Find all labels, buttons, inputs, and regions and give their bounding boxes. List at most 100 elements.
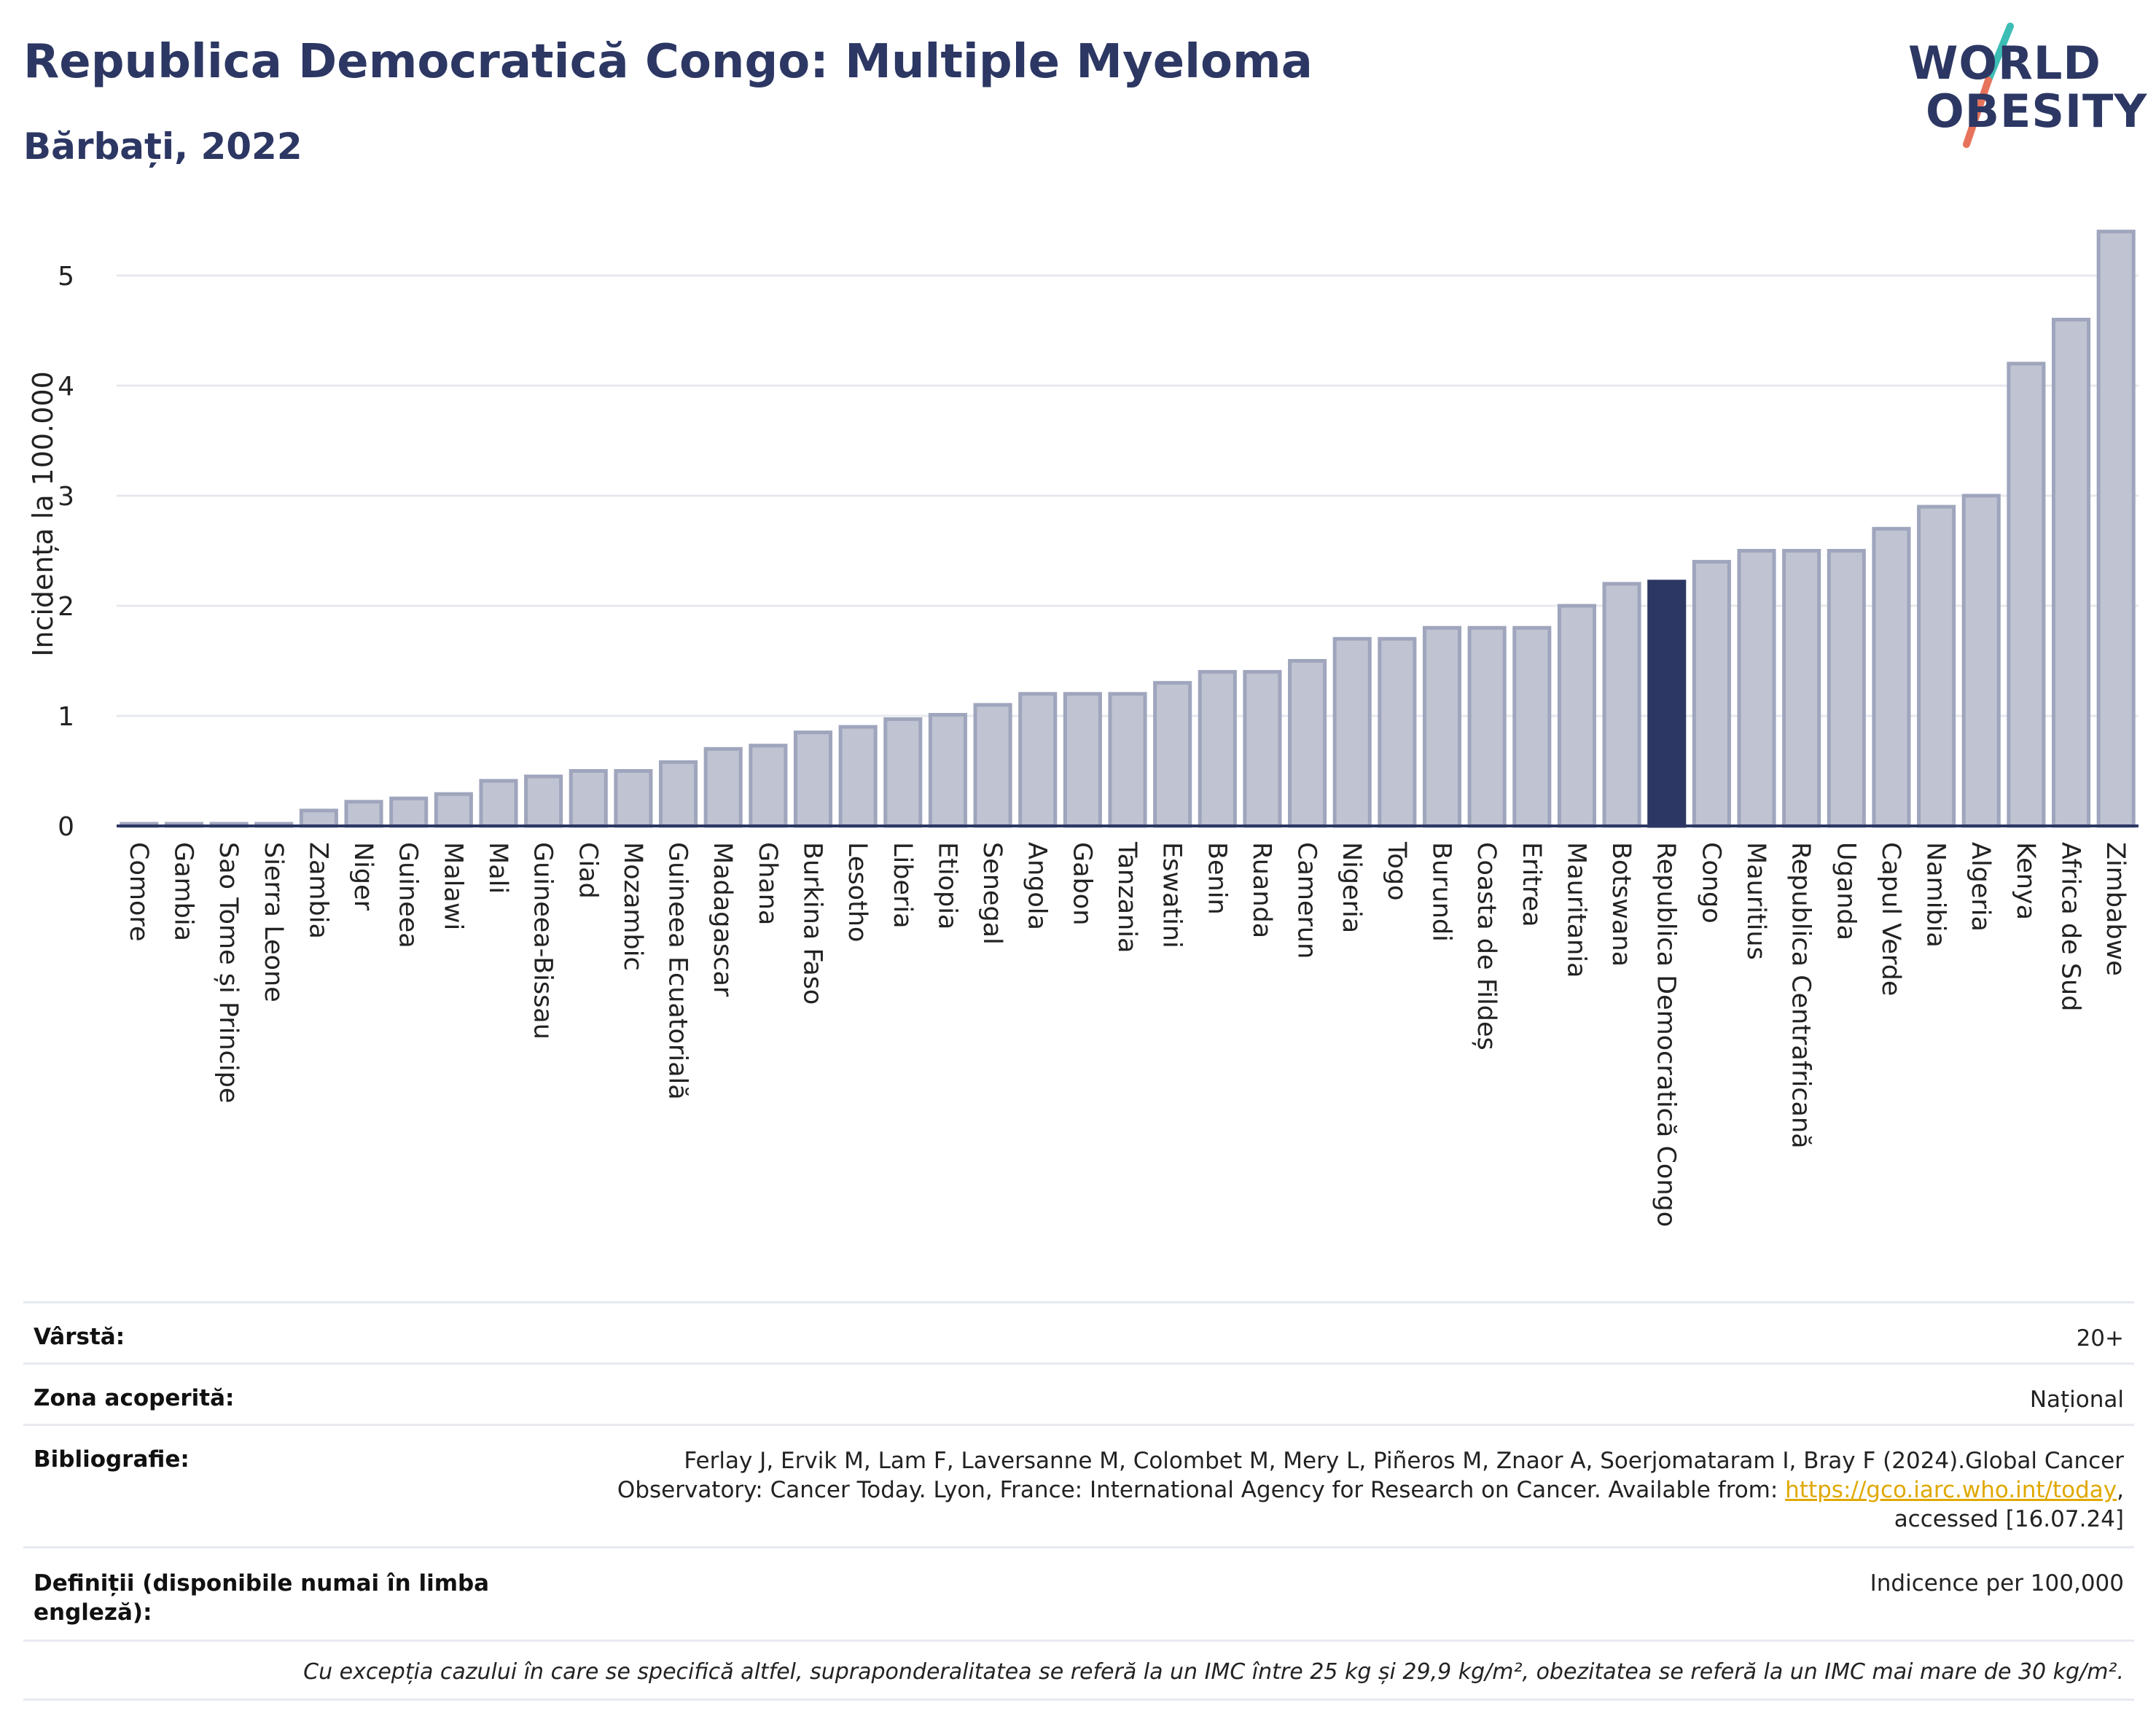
bibliography-line-2: Observatory: Cancer Today. Lyon, France:… <box>617 1477 1786 1503</box>
bar <box>2096 230 2136 828</box>
bar <box>1018 692 1058 828</box>
bar <box>1063 692 1102 828</box>
definitions-label: Definiții (disponibile numai în limba en… <box>34 1570 490 1626</box>
x-tick-label: Guineea-Bissau <box>528 842 558 1040</box>
bar <box>434 792 473 828</box>
bar <box>299 808 338 828</box>
y-tick-label: 4 <box>58 372 74 402</box>
bar <box>1602 582 1641 828</box>
definitions-value: Indicence per 100,000 <box>1870 1570 2124 1596</box>
bibliography-line-3: accessed [16.07.24] <box>1894 1506 2124 1532</box>
x-tick-labels: Comore Gambia Sao Tome și Principe Sierra L… <box>124 841 2130 1227</box>
bar <box>344 800 383 828</box>
y-tick-labels: 0 1 2 3 4 5 <box>58 262 74 842</box>
bibliography-value: Ferlay J, Ervik M, Lam F, Laversanne M, … <box>617 1446 2124 1534</box>
x-tick-label: Burkina Faso <box>797 842 827 1005</box>
bars <box>120 230 2136 828</box>
bar <box>479 779 518 828</box>
area-label: Zona acoperită: <box>34 1385 235 1411</box>
x-tick-label: Niger <box>348 842 378 911</box>
x-tick-label: Senegal <box>977 842 1007 945</box>
bar-chart: 0 1 2 3 4 5 Comore Gambia Sao Tome și Principe S… <box>27 230 2139 1227</box>
bar <box>524 774 563 828</box>
x-tick-label: Congo <box>1696 842 1725 924</box>
x-tick-label: Sierra Leone <box>259 842 288 1002</box>
bar <box>1108 692 1147 828</box>
bar <box>614 769 653 828</box>
bar <box>1153 681 1192 828</box>
x-tick-label: Eswatini <box>1157 842 1187 948</box>
x-tick-label: Mauritius <box>1741 842 1770 960</box>
x-tick-label: Gambia <box>168 842 198 941</box>
x-tick-label: Nigeria <box>1337 842 1366 933</box>
x-tick-label: Kenya <box>2011 842 2040 920</box>
y-tick-label: 1 <box>58 702 74 732</box>
x-tick-label: Africa de Sud <box>2056 842 2085 1011</box>
bar <box>1917 504 1956 828</box>
bibliography-line-1: Ferlay J, Ervik M, Lam F, Laversanne M, … <box>684 1448 2124 1474</box>
bar <box>928 712 967 828</box>
bar <box>2051 317 2091 828</box>
x-tick-label: Gabon <box>1067 842 1096 925</box>
x-tick-label: Mozambic <box>618 842 647 971</box>
bar <box>1288 659 1327 828</box>
x-tick-label: Mali <box>483 842 512 894</box>
x-tick-label: Burundi <box>1427 842 1456 942</box>
bar <box>1198 670 1237 828</box>
y-tick-label: 0 <box>58 812 74 842</box>
x-tick-label: Comore <box>124 842 153 942</box>
bibliography-link[interactable]: https://gco.iarc.who.int/today <box>1785 1477 2117 1503</box>
y-axis-label: Incidența la 100.000 <box>27 371 59 657</box>
bar <box>1243 670 1282 828</box>
bar <box>973 703 1012 828</box>
x-tick-label: Uganda <box>1831 842 1860 940</box>
x-tick-label: Sao Tome și Principe <box>214 842 243 1103</box>
x-tick-label: Liberia <box>888 842 917 929</box>
x-tick-label: Angola <box>1023 842 1052 930</box>
x-tick-label: Republica Democratică Congo <box>1652 842 1681 1227</box>
world-obesity-logo: WORLD OBESITY <box>1895 22 2147 153</box>
bar <box>1737 549 1776 828</box>
logo-text-obesity: OBESITY <box>1926 85 2148 138</box>
footnote: Cu excepția cazului în care se specifică… <box>23 1640 2134 1701</box>
page-subtitle: Bărbați, 2022 <box>23 125 302 168</box>
x-tick-label: Malawi <box>438 842 467 930</box>
y-tick-label: 5 <box>58 262 74 292</box>
x-tick-label: Benin <box>1202 842 1231 915</box>
bibliography-label: Bibliografie: <box>34 1446 190 1473</box>
bar <box>1467 625 1507 828</box>
x-tick-label: Coasta de Fildeș <box>1472 842 1501 1050</box>
info-row-area: Zona acoperită: Național <box>23 1362 2134 1424</box>
bar <box>1512 625 1552 828</box>
bar <box>703 746 743 828</box>
age-value: 20+ <box>2076 1325 2124 1352</box>
page-title: Republica Democratică Congo: Multiple My… <box>23 35 1313 89</box>
logo-slash-icon <box>1963 23 2014 148</box>
bar <box>389 796 429 828</box>
x-tick-label: Guineea <box>394 842 423 948</box>
x-tick-label: Lesotho <box>843 842 872 942</box>
x-tick-label: Togo <box>1382 841 1411 900</box>
x-tick-label: Ciad <box>573 842 602 899</box>
bar <box>793 730 833 828</box>
x-tick-label: Republica Centrafricană <box>1786 842 1816 1149</box>
bar <box>838 725 878 828</box>
bar <box>1422 625 1462 828</box>
bar <box>1872 526 1911 828</box>
age-label: Vârstă: <box>34 1324 125 1350</box>
info-table: Vârstă: 20+ Zona acoperită: Național Bib… <box>23 1301 2134 1701</box>
bar <box>883 717 923 828</box>
bar <box>1557 604 1596 828</box>
bar <box>1782 549 1821 828</box>
x-tick-label: Ruanda <box>1247 842 1276 938</box>
y-tick-label: 3 <box>58 482 74 512</box>
x-tick-label: Capul Verde <box>1876 842 1905 996</box>
info-row-age: Vârstă: 20+ <box>23 1301 2134 1362</box>
x-tick-label: Etiopia <box>932 842 961 929</box>
x-tick-label: Algeria <box>1966 842 1995 932</box>
x-tick-label: Zambia <box>303 842 332 939</box>
bibliography-comma: , <box>2117 1477 2124 1503</box>
bar-highlighted <box>1647 580 1687 828</box>
logo-text-world: WORLD <box>1908 36 2101 90</box>
bar <box>1692 560 1731 828</box>
